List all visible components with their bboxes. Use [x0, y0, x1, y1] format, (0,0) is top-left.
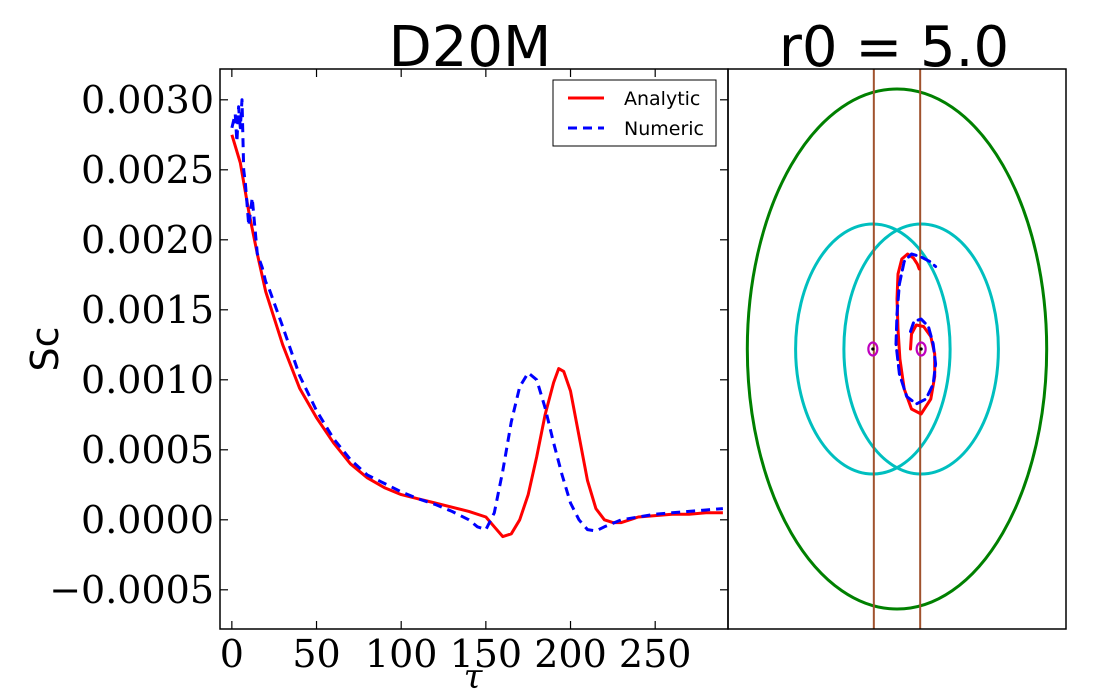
x-tick-label: 150: [450, 632, 523, 676]
x-tick-label: 250: [619, 632, 692, 676]
series-line-numeric: [230, 98, 724, 533]
x-tick-label: 200: [534, 632, 607, 676]
right-title: r0 = 5.0: [779, 15, 1009, 80]
left-title: D20M: [389, 15, 552, 80]
body-marker-dot: [919, 347, 923, 351]
left-x-ticks: 0 50 100 150 200 250: [220, 69, 692, 676]
x-tick-label: 50: [292, 632, 340, 676]
x-tick-label: 0: [220, 632, 244, 676]
right-plot-content: [745, 69, 1049, 629]
legend-label-analytic: Analytic: [624, 88, 700, 110]
body-marker: [915, 341, 927, 357]
y-tick-label: 0.0020: [81, 218, 214, 262]
y-tick-label: 0.0025: [81, 148, 214, 192]
legend: Analytic Numeric: [552, 79, 717, 147]
y-tick-label: 0.0015: [81, 288, 214, 332]
y-tick-label: 0.0000: [81, 498, 214, 542]
y-tick-label: 0.0005: [81, 428, 214, 472]
body-marker-dot: [871, 347, 875, 351]
legend-box: [552, 79, 717, 147]
left-panel: D20M −0.0005 0.0000 0.0005 0.0010 0.0015 0.00…: [23, 15, 729, 697]
body-marker: [867, 341, 879, 357]
y-axis-label: Sc: [23, 326, 67, 371]
right-plot-frame: [727, 68, 1067, 630]
left-y-ticks: −0.0005 0.0000 0.0005 0.0010 0.0015 0.0020 0.0…: [49, 78, 728, 612]
y-tick-label: 0.0010: [81, 358, 214, 402]
legend-label-numeric: Numeric: [624, 118, 704, 140]
x-tick-label: 100: [365, 632, 438, 676]
left-plot-frame: [219, 68, 729, 630]
y-tick-label: 0.0030: [81, 78, 214, 122]
track-numeric: [894, 252, 938, 406]
y-tick-label: −0.0005: [49, 568, 214, 612]
right-panel: r0 = 5.0: [727, 15, 1067, 630]
ellipse-outer: [745, 87, 1049, 611]
left-series: [230, 98, 724, 539]
x-axis-label: τ: [464, 657, 484, 697]
series-line-analytic: [230, 134, 723, 539]
